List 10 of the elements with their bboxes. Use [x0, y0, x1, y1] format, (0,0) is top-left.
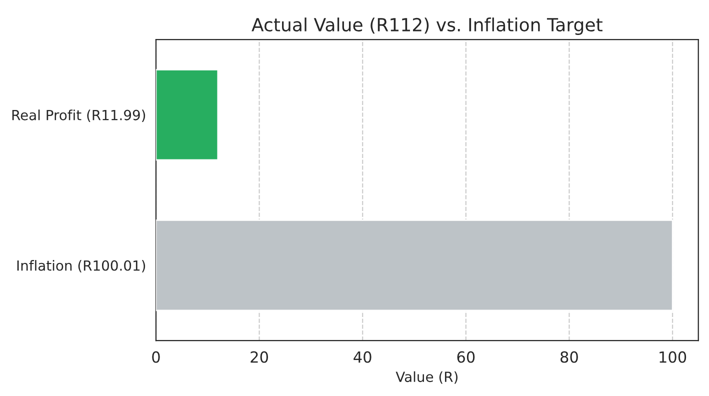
x-tick-label: 100 — [660, 351, 686, 363]
y-tick-label: Inflation (R100.01) — [17, 260, 146, 272]
x-tick-label: 20 — [250, 351, 268, 363]
x-tick-label: 0 — [152, 351, 160, 363]
x-tick-label: 60 — [457, 351, 475, 363]
x-tick-label: 40 — [354, 351, 372, 363]
x-tick-label: 80 — [560, 351, 578, 363]
x-axis-title: Value (R) — [396, 371, 458, 384]
chart-title: Actual Value (R112) vs. Inflation Target — [252, 18, 602, 36]
y-tick-label: Real Profit (R11.99) — [12, 110, 146, 122]
